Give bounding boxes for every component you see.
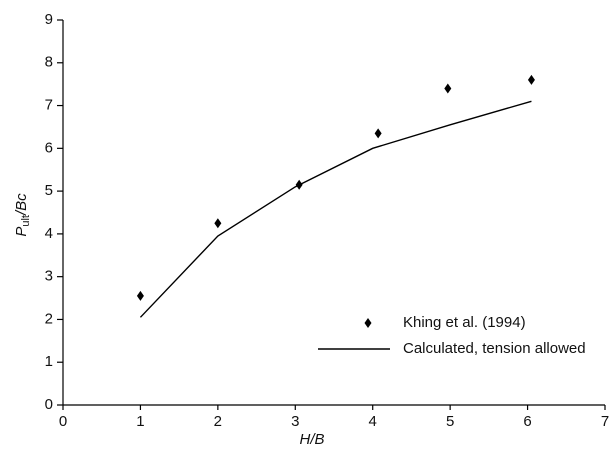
legend-marker [364,318,372,328]
x-tick-label: 7 [601,413,609,430]
data-point [214,218,222,229]
y-label-sub: ult [20,215,32,227]
y-label-main: P [13,227,30,237]
y-tick-label: 3 [45,268,53,285]
data-point [136,290,144,301]
y-tick-label: 2 [45,310,53,327]
x-tick-label: 4 [369,413,377,430]
x-axis-label: H/B [299,431,324,448]
data-point [527,74,535,85]
x-tick-label: 6 [523,413,531,430]
y-tick-label: 4 [45,225,53,242]
y-tick-label: 6 [45,139,53,156]
data-point [444,83,452,94]
y-label-rest: /Bc [13,193,30,216]
legend-label: Calculated, tension allowed [403,340,586,357]
x-tick-label: 5 [446,413,454,430]
data-point [374,128,382,139]
legend-label: Khing et al. (1994) [403,314,526,331]
y-tick-label: 9 [45,11,53,28]
y-tick-label: 1 [45,353,53,370]
x-tick-label: 3 [291,413,299,430]
y-tick-label: 0 [45,396,53,413]
y-tick-label: 8 [45,54,53,71]
x-tick-label: 1 [136,413,144,430]
x-tick-label: 2 [214,413,222,430]
x-tick-label: 0 [59,413,67,430]
y-axis-label: Pult/Bc [13,193,32,237]
y-tick-label: 7 [45,97,53,114]
data-line [139,100,532,318]
y-tick-label: 5 [45,182,53,199]
